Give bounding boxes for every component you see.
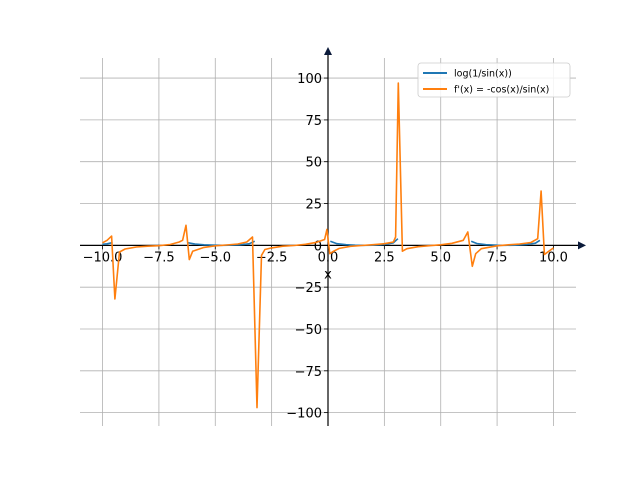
x-tick-label: 2.5 — [374, 250, 395, 265]
x-tick-label: −10.0 — [83, 250, 123, 265]
legend-label: f'(x) = -cos(x)/sin(x) — [454, 85, 549, 96]
legend: log(1/sin(x)) f'(x) = -cos(x)/sin(x) — [417, 62, 571, 98]
x-tick-label: −5.0 — [199, 250, 231, 265]
x-tick-label: 10.0 — [539, 250, 568, 265]
y-axis-arrow — [324, 47, 332, 55]
y-tick-label: 25 — [305, 198, 322, 213]
y-tick-label: −25 — [295, 281, 322, 296]
x-axis-label: x — [324, 267, 332, 282]
x-tick-label: 0.0 — [318, 250, 339, 265]
y-tick-label: 0 — [314, 239, 322, 254]
x-axis-arrow — [578, 241, 586, 250]
y-tick-label: 50 — [305, 156, 322, 171]
legend-box — [417, 62, 571, 98]
x-tick-label: 7.5 — [487, 250, 508, 265]
series-line-derivative — [102, 82, 554, 409]
axes — [80, 47, 586, 426]
y-tick-label: −75 — [295, 365, 322, 380]
x-tick-label: −7.5 — [143, 250, 175, 265]
x-tick-label: −2.5 — [256, 250, 288, 265]
x-tick-label: 5.0 — [430, 250, 451, 265]
series-line-log-inv-sin — [102, 242, 112, 246]
y-tick-label: 75 — [305, 114, 322, 129]
plot-series — [102, 82, 554, 409]
y-tick-label: 100 — [297, 72, 322, 87]
legend-label: log(1/sin(x)) — [454, 69, 512, 80]
y-tick-label: −100 — [286, 407, 322, 422]
y-tick-label: −50 — [295, 323, 322, 338]
series-line-log-inv-sin — [330, 238, 399, 247]
